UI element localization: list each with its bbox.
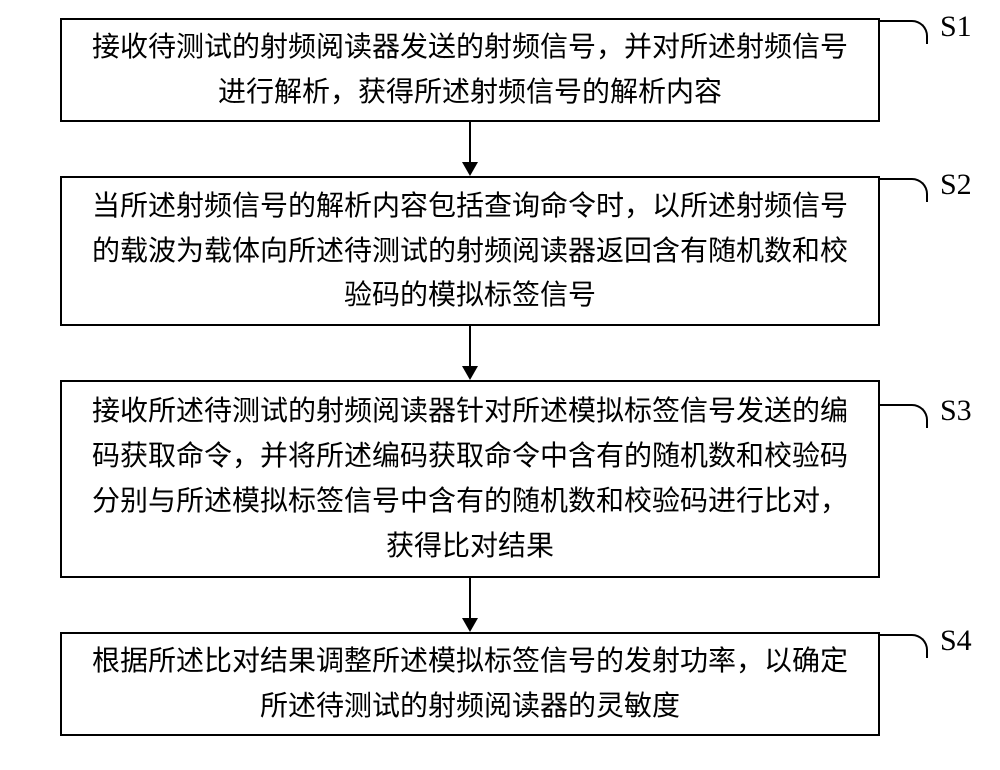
step-text: 当所述射频信号的解析内容包括查询命令时，以所述射频信号的载波为载体向所述待测试的…	[82, 184, 858, 318]
arrow-head-icon	[462, 366, 478, 380]
step-label-s3: S3	[940, 394, 972, 428]
label-connector-s2	[880, 178, 928, 202]
label-connector-s4	[880, 634, 928, 658]
step-text: 接收所述待测试的射频阅读器针对所述模拟标签信号发送的编码获取命令，并将所述编码获…	[82, 389, 858, 568]
label-connector-s3	[880, 404, 928, 428]
step-label-s2: S2	[940, 168, 972, 202]
arrow-line	[469, 122, 471, 162]
step-label-s4: S4	[940, 624, 972, 658]
step-label-s1: S1	[940, 10, 972, 44]
arrow-head-icon	[462, 618, 478, 632]
step-text: 根据所述比对结果调整所述模拟标签信号的发射功率，以确定所述待测试的射频阅读器的灵…	[82, 639, 858, 729]
arrow-line	[469, 578, 471, 618]
step-text: 接收待测试的射频阅读器发送的射频信号，并对所述射频信号进行解析，获得所述射频信号…	[82, 25, 858, 115]
step-box-s2: 当所述射频信号的解析内容包括查询命令时，以所述射频信号的载波为载体向所述待测试的…	[60, 176, 880, 326]
step-box-s4: 根据所述比对结果调整所述模拟标签信号的发射功率，以确定所述待测试的射频阅读器的灵…	[60, 632, 880, 736]
flowchart-canvas: 接收待测试的射频阅读器发送的射频信号，并对所述射频信号进行解析，获得所述射频信号…	[0, 0, 1000, 770]
arrow-line	[469, 326, 471, 366]
step-box-s1: 接收待测试的射频阅读器发送的射频信号，并对所述射频信号进行解析，获得所述射频信号…	[60, 18, 880, 122]
arrow-head-icon	[462, 162, 478, 176]
label-connector-s1	[880, 20, 928, 44]
step-box-s3: 接收所述待测试的射频阅读器针对所述模拟标签信号发送的编码获取命令，并将所述编码获…	[60, 380, 880, 578]
